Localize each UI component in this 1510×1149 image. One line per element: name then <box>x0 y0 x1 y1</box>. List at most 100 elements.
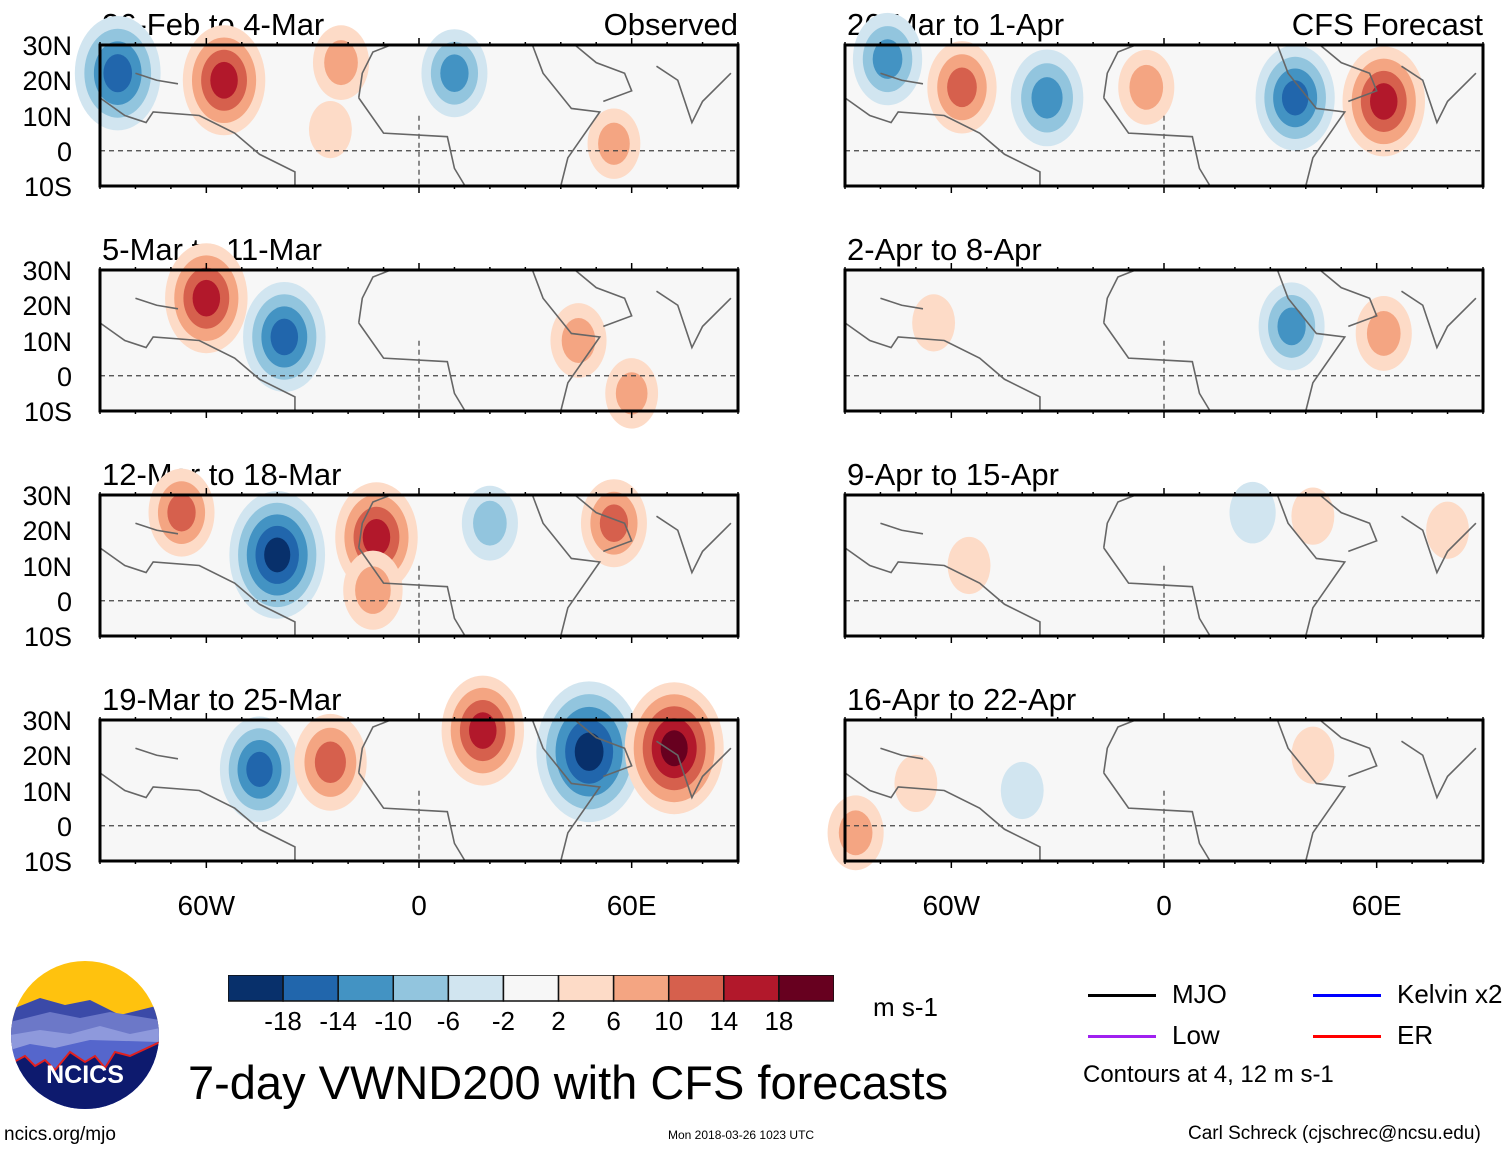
anomaly-shading <box>1000 761 1044 820</box>
ncics-logo-icon: NCICS <box>11 961 159 1109</box>
colorbar-swatch <box>612 975 670 1002</box>
anomaly-shading <box>469 712 497 749</box>
anomaly-shading <box>264 537 291 573</box>
coastline <box>844 719 1477 862</box>
colorbar-tick-label: -10 <box>374 1006 413 1036</box>
map-panel <box>98 468 740 643</box>
anomaly-shading <box>1291 487 1335 545</box>
colorbar-units: m s-1 <box>873 992 938 1022</box>
colorbar-swatch <box>502 975 560 1002</box>
anomaly-shading <box>440 54 469 93</box>
ncics-logo[interactable]: NCICS <box>10 960 160 1110</box>
anomaly-shading <box>947 536 991 595</box>
map-panel <box>843 263 1485 418</box>
map-panel <box>98 243 740 429</box>
lat-tick-label: 0 <box>56 586 72 617</box>
colorbar <box>228 975 834 1002</box>
column-tag: CFS Forecast <box>1291 7 1483 42</box>
colorbar-swatch <box>447 975 505 1002</box>
legend-swatch <box>1313 1035 1381 1038</box>
lat-tick-label: 30N <box>22 256 72 286</box>
lat-tick-label: 10S <box>23 172 72 202</box>
map-panel <box>74 16 740 193</box>
colorbar-swatch <box>723 975 780 1002</box>
credit: Carl Schreck (cjschrec@ncsu.edu) <box>1188 1123 1481 1144</box>
anomaly-shading <box>270 318 299 356</box>
lon-tick-label: 60E <box>1351 890 1402 921</box>
legend-label: ER <box>1397 1020 1434 1050</box>
lat-tick-label: 20N <box>22 291 72 322</box>
anomaly-shading <box>308 101 352 159</box>
anomaly-shading <box>246 751 273 787</box>
panel-title: 19-Mar to 25-Mar <box>102 682 342 717</box>
map-panel <box>843 12 1485 193</box>
panel-title: 2-Apr to 8-Apr <box>847 232 1042 267</box>
map-panel <box>827 713 1485 871</box>
lat-tick-label: 10S <box>23 847 72 877</box>
lat-tick-label: 20N <box>22 66 72 97</box>
panel-title: 16-Apr to 22-Apr <box>847 682 1077 717</box>
anomaly-shading <box>1291 726 1335 784</box>
legend-label: MJO <box>1172 979 1227 1009</box>
panel-title: 12-Mar to 18-Mar <box>102 457 342 492</box>
legend-swatch <box>1088 1035 1156 1038</box>
colorbar-tick-label: -6 <box>436 1006 460 1036</box>
lat-tick-label: 30N <box>22 31 72 61</box>
legend-label: Kelvin x2 <box>1397 979 1503 1009</box>
map-panel <box>843 481 1485 643</box>
lat-tick-label: 10N <box>22 326 72 357</box>
lat-tick-label: 0 <box>56 811 72 842</box>
anomaly-shading <box>1031 77 1063 119</box>
anomaly-shading <box>838 810 873 856</box>
colorbar-tick-label: 10 <box>654 1006 684 1036</box>
lon-tick-label: 0 <box>411 890 427 921</box>
colorbar-tick-label: 18 <box>764 1006 794 1036</box>
colorbar-swatch <box>392 975 450 1002</box>
source-url[interactable]: ncics.org/mjo <box>4 1124 116 1145</box>
lat-tick-label: 10N <box>22 101 72 132</box>
lat-tick-label: 0 <box>56 136 72 167</box>
chart-title: 7-day VWND200 with CFS forecasts <box>188 1056 949 1109</box>
lat-tick-label: 20N <box>22 516 72 547</box>
anomaly-shading <box>314 741 346 784</box>
legend-swatch <box>1313 994 1381 997</box>
anomaly-shading <box>192 279 221 317</box>
coastline <box>99 719 732 862</box>
anomaly-shading <box>1281 80 1309 116</box>
anomaly-shading <box>1370 83 1398 120</box>
colorbar-swatch <box>778 975 834 1002</box>
coastline <box>844 44 1477 187</box>
map-panel <box>98 675 740 868</box>
anomaly-shading <box>1129 64 1164 110</box>
lat-tick-label: 30N <box>22 481 72 511</box>
coastline <box>99 44 732 187</box>
colorbar-swatch <box>667 975 725 1002</box>
anomaly-shading <box>1366 311 1401 356</box>
colorbar-tick-label: 14 <box>709 1006 739 1036</box>
colorbar-swatch <box>557 975 615 1002</box>
lat-tick-label: 10N <box>22 776 72 807</box>
column-tag: Observed <box>603 7 738 42</box>
anomaly-shading <box>1426 501 1470 559</box>
anomaly-shading <box>894 754 938 813</box>
timestamp: Mon 2018-03-26 1023 UTC <box>668 1128 815 1142</box>
lat-tick-label: 10S <box>23 397 72 427</box>
colorbar-tick-label: 2 <box>551 1006 566 1036</box>
anomaly-shading <box>210 61 238 99</box>
anomaly-shading <box>103 54 133 93</box>
lon-tick-label: 60W <box>922 890 981 921</box>
coastline <box>844 494 1477 637</box>
lon-tick-label: 60E <box>606 890 657 921</box>
lat-tick-label: 0 <box>56 361 72 392</box>
lon-tick-label: 60W <box>177 890 236 921</box>
panel-title: 9-Apr to 15-Apr <box>847 457 1059 492</box>
colorbar-tick-label: -18 <box>264 1006 302 1036</box>
anomaly-shading <box>574 732 604 771</box>
coastline <box>844 269 1477 412</box>
colorbar-swatch <box>337 975 395 1002</box>
lat-tick-label: 20N <box>22 741 72 772</box>
legend-swatch <box>1088 994 1156 997</box>
colorbar-tick-label: -2 <box>491 1006 516 1036</box>
lat-tick-label: 10N <box>22 551 72 582</box>
colorbar-tick-label: 6 <box>606 1006 621 1036</box>
